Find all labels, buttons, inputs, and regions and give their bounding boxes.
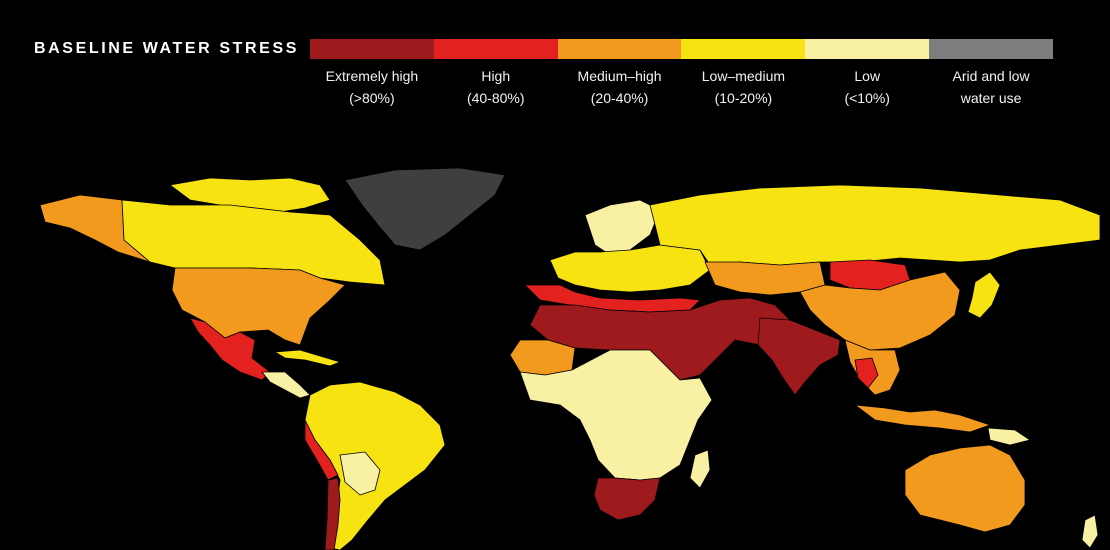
- legend-label-line2: (>80%): [349, 90, 395, 106]
- legend-swatch: [310, 39, 434, 59]
- region-sub-saharan-africa: [519, 349, 713, 481]
- legend-label-line2: water use: [960, 90, 1022, 106]
- legend-label-line2: (<10%): [844, 90, 890, 106]
- region-russia: [649, 184, 1101, 266]
- legend-swatch: [929, 39, 1053, 59]
- region-usa: [171, 267, 346, 346]
- legend-label-line1: High: [481, 68, 511, 84]
- legend-label: Medium–high (20-40%): [578, 65, 662, 109]
- legend-label: Extremely high (>80%): [326, 65, 419, 109]
- region-australia: [904, 444, 1026, 533]
- region-thailand: [854, 357, 879, 389]
- legend-swatch: [433, 39, 558, 59]
- legend-label: Low–medium (10-20%): [702, 65, 785, 109]
- region-india: [757, 317, 841, 396]
- legend-swatch: [805, 39, 930, 59]
- legend-label-line1: Medium–high: [577, 68, 662, 84]
- region-caribbean: [274, 349, 341, 367]
- region-central-america: [261, 371, 311, 399]
- legend-label: High (40-80%): [467, 65, 525, 109]
- legend-label: Arid and low water use: [953, 65, 1030, 109]
- region-bolivia: [339, 451, 381, 496]
- region-chile: [324, 477, 341, 550]
- legend-item-medium-high: Medium–high (20-40%): [557, 39, 682, 109]
- legend-label-line2: (10-20%): [714, 90, 773, 106]
- region-greenland: [344, 167, 506, 251]
- region-southern-africa: [593, 477, 661, 521]
- region-new-zealand: [1081, 514, 1099, 549]
- region-japan: [967, 271, 1001, 319]
- legend-item-low: Low (<10%): [805, 39, 930, 109]
- region-papua: [987, 427, 1031, 446]
- legend-label-line1: Low: [854, 68, 881, 84]
- region-madagascar: [689, 449, 711, 489]
- legend-item-low-medium: Low–medium (10-20%): [681, 39, 806, 109]
- legend-label-line1: Low–medium: [701, 68, 786, 84]
- legend-label-line1: Arid and low: [952, 68, 1030, 84]
- legend-label: Low (<10%): [844, 65, 890, 109]
- region-west-africa-arid: [509, 339, 576, 376]
- region-indonesia: [854, 404, 991, 433]
- region-canada: [121, 199, 386, 286]
- legend: Extremely high (>80%) High (40-80%) Medi…: [310, 39, 1053, 109]
- map-title: BASELINE WATER STRESS: [34, 40, 299, 57]
- legend-label-line2: (20-40%): [590, 90, 649, 106]
- region-peru: [304, 419, 339, 481]
- legend-label-line1: Extremely high: [325, 68, 419, 84]
- legend-item-extremely-high: Extremely high (>80%): [310, 39, 434, 109]
- legend-label-line2: (40-80%): [466, 90, 525, 106]
- legend-item-arid: Arid and low water use: [929, 39, 1053, 109]
- legend-swatch: [681, 39, 806, 59]
- region-mena: [529, 297, 791, 381]
- region-china: [799, 271, 961, 351]
- region-arctic-islands: [169, 177, 331, 213]
- region-europe: [549, 244, 711, 293]
- legend-item-high: High (40-80%): [433, 39, 558, 109]
- legend-swatch: [557, 39, 682, 59]
- region-scandinavia: [584, 199, 661, 256]
